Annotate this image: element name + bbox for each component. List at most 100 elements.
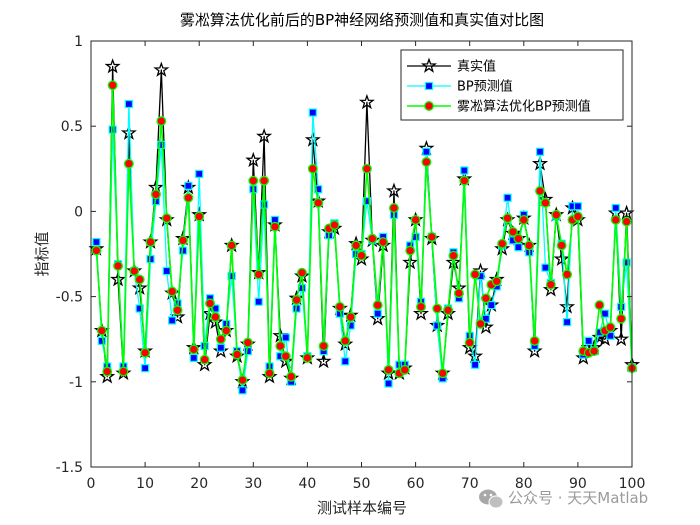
data-point bbox=[227, 272, 236, 281]
data-point bbox=[297, 267, 307, 278]
legend-label: 真实值 bbox=[457, 59, 496, 75]
legend-marker bbox=[420, 57, 438, 73]
data-point bbox=[120, 124, 137, 140]
legend-box bbox=[400, 49, 624, 121]
data-point bbox=[553, 250, 570, 266]
data-point bbox=[145, 237, 156, 248]
data-point bbox=[169, 308, 186, 324]
data-point bbox=[318, 341, 329, 351]
data-point bbox=[162, 266, 171, 276]
data-point bbox=[315, 352, 332, 369]
data-point bbox=[367, 233, 378, 244]
data-point bbox=[562, 318, 572, 327]
data-point bbox=[140, 347, 151, 358]
data-point bbox=[481, 314, 491, 323]
data-point bbox=[373, 309, 382, 318]
data-point bbox=[242, 337, 253, 348]
data-point bbox=[291, 295, 302, 305]
data-point bbox=[221, 325, 232, 336]
data-point bbox=[616, 313, 627, 324]
data-point bbox=[341, 357, 350, 366]
data-point bbox=[302, 352, 313, 363]
data-point bbox=[358, 93, 375, 110]
data-point bbox=[92, 237, 101, 247]
data-point bbox=[256, 127, 273, 144]
data-point bbox=[385, 182, 403, 198]
legend-item: BP预测值 bbox=[407, 79, 513, 95]
data-point bbox=[351, 240, 362, 251]
data-point bbox=[172, 305, 183, 316]
data-point bbox=[150, 189, 161, 200]
data-point bbox=[508, 226, 518, 237]
data-point bbox=[475, 318, 486, 329]
data-point bbox=[461, 339, 478, 355]
data-point bbox=[157, 140, 166, 150]
y-tick-label: -1 bbox=[69, 375, 83, 391]
data-point bbox=[502, 213, 513, 224]
data-point bbox=[535, 147, 545, 156]
data-point bbox=[594, 300, 605, 311]
data-point bbox=[372, 300, 383, 311]
data-point bbox=[426, 232, 437, 242]
data-point bbox=[514, 243, 523, 252]
data-point bbox=[237, 375, 248, 386]
data-point bbox=[378, 237, 389, 248]
data-point bbox=[405, 245, 416, 256]
data-point bbox=[168, 316, 177, 325]
data-point bbox=[611, 203, 620, 213]
data-point bbox=[183, 192, 194, 203]
data-point bbox=[104, 58, 121, 74]
x-tick-label: 0 bbox=[87, 476, 96, 492]
data-point bbox=[199, 354, 210, 365]
data-point bbox=[443, 305, 454, 316]
data-point bbox=[131, 279, 148, 295]
data-point bbox=[494, 240, 511, 256]
y-tick-label: 0 bbox=[74, 204, 83, 220]
x-tick-label: 100 bbox=[619, 476, 646, 492]
x-tick-label: 70 bbox=[461, 476, 479, 492]
data-point bbox=[184, 181, 193, 190]
data-point bbox=[308, 108, 317, 117]
data-point bbox=[399, 364, 410, 375]
y-tick-label: -0.5 bbox=[56, 290, 83, 306]
data-point bbox=[286, 371, 297, 382]
data-point bbox=[410, 214, 421, 225]
legend-label: BP预测值 bbox=[457, 79, 513, 95]
data-point bbox=[178, 235, 188, 246]
x-tick-label: 50 bbox=[353, 476, 371, 492]
data-point bbox=[551, 209, 562, 220]
data-point bbox=[421, 157, 432, 167]
data-point bbox=[389, 203, 399, 213]
data-point bbox=[480, 293, 491, 304]
data-point bbox=[573, 202, 583, 211]
data-point bbox=[107, 80, 118, 91]
data-point bbox=[91, 245, 102, 256]
x-tick-label: 80 bbox=[515, 476, 533, 492]
data-point bbox=[562, 269, 573, 280]
watermark: 公众号 · 天天Matlab bbox=[479, 489, 648, 509]
data-point bbox=[210, 312, 221, 322]
data-point bbox=[156, 116, 167, 127]
legend-marker bbox=[424, 81, 434, 91]
data-point bbox=[96, 325, 107, 336]
data-point bbox=[487, 301, 496, 310]
data-point bbox=[361, 163, 372, 174]
data-point bbox=[189, 353, 198, 363]
data-point bbox=[167, 286, 178, 297]
data-point bbox=[524, 240, 535, 251]
y-axis-label: 指标值 bbox=[33, 231, 51, 276]
data-point bbox=[215, 334, 226, 345]
data-point bbox=[621, 216, 632, 227]
watermark-text: 公众号 · 天天Matlab bbox=[508, 489, 648, 507]
data-point bbox=[535, 186, 545, 196]
data-point bbox=[613, 330, 630, 347]
data-point bbox=[340, 335, 351, 346]
data-point bbox=[307, 163, 318, 174]
data-point bbox=[205, 298, 215, 309]
x-tick-label: 10 bbox=[136, 476, 154, 492]
data-point bbox=[346, 321, 355, 330]
data-point bbox=[245, 151, 262, 168]
series-3 bbox=[91, 80, 637, 386]
data-point bbox=[513, 233, 524, 244]
